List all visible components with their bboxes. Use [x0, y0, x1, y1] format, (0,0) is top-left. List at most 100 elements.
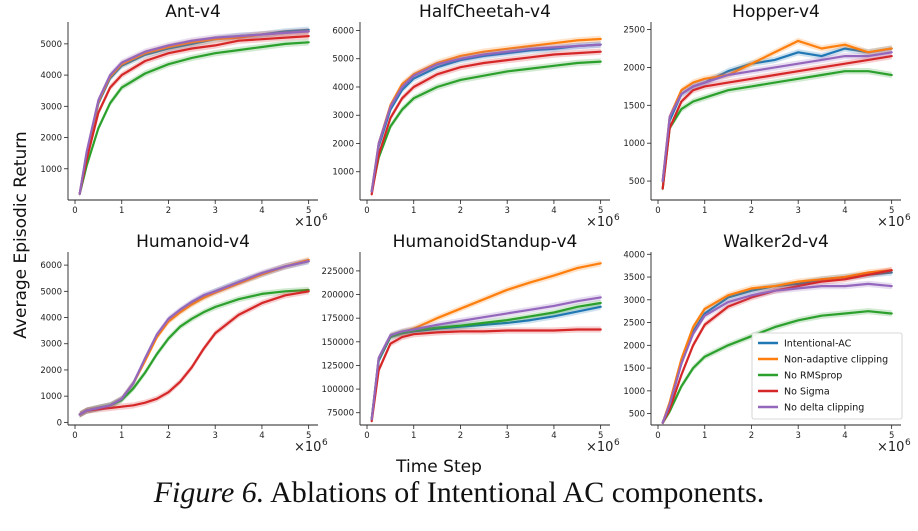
x-multiplier: ×10	[586, 440, 613, 455]
series-band-no-rmsprop	[371, 58, 601, 195]
x-tick-label: 5	[598, 431, 603, 441]
y-tick-label: 1000	[332, 168, 354, 178]
y-tick-label: 3000	[40, 102, 62, 112]
panel-1: Ant-v4 1000 2000 3000 4000 5000 0 1 2 3 4 5×10 6	[40, 2, 328, 230]
series-band-no-sigma	[371, 326, 601, 425]
x-multiplier: ×10	[294, 215, 321, 230]
x-multiplier: ×10	[877, 440, 904, 455]
y-tick-label: 2000	[40, 366, 62, 376]
legend-box	[751, 332, 903, 420]
panel-5: HumanoidStandup-v4 75000 100000 125000 15000…	[322, 232, 620, 455]
y-tick-label: 500	[629, 410, 645, 420]
y-tick-label: 1000	[40, 392, 62, 402]
x-tick-label: 5	[306, 431, 311, 441]
y-tick-label: 3000	[332, 111, 354, 121]
panel-4: Humanoid-v4 0 1000 2000 3000 4000 5000 6000 0 1 2 3…	[40, 232, 328, 455]
y-tick-label: 3500	[623, 273, 645, 283]
x-tick-label: 3	[504, 206, 509, 216]
x-multiplier: ×10	[294, 440, 321, 455]
panel-title: HumanoidStandup-v4	[393, 232, 578, 252]
legend-label: Intentional-AC	[784, 339, 852, 350]
series-band-no-rmsprop	[371, 299, 601, 423]
x-tick-label: 4	[842, 431, 847, 441]
y-tick-label: 4000	[40, 71, 62, 81]
series-line-non-adaptive-clipping	[370, 262, 602, 421]
series-band-no-delta-clipping	[79, 258, 309, 418]
y-tick-label: 1500	[623, 101, 645, 111]
y-tick-label: 6000	[40, 261, 62, 271]
panel-title: Hopper-v4	[732, 2, 820, 22]
x-multiplier-exponent: 6	[614, 213, 620, 223]
series-band-no-sigma	[371, 48, 601, 198]
y-tick-label: 1000	[623, 387, 645, 397]
y-tick-label: 4000	[623, 250, 645, 260]
x-tick-label: 0	[655, 431, 660, 441]
x-tick-label: 3	[795, 206, 800, 216]
x-tick-label: 0	[72, 431, 77, 441]
y-tick-label: 5000	[40, 287, 62, 297]
y-tick-label: 2500	[623, 319, 645, 329]
y-tick-label: 150000	[322, 338, 354, 348]
series-line-non-adaptive-clipping	[78, 258, 310, 416]
y-tick-label: 1500	[623, 364, 645, 374]
series-line-no-rmsprop	[661, 310, 893, 424]
x-tick-label: 4	[842, 206, 847, 216]
x-tick-label: 3	[212, 431, 217, 441]
x-tick-label: 0	[655, 206, 660, 216]
x-tick-label: 5	[889, 431, 894, 441]
x-tick-label: 2	[166, 206, 171, 216]
y-tick-label: 125000	[322, 361, 354, 371]
x-multiplier: ×10	[586, 215, 613, 230]
y-tick-label: 500	[629, 177, 645, 187]
y-tick-label: 4000	[40, 314, 62, 324]
x-tick-label: 2	[166, 431, 171, 441]
y-tick-label: 2000	[623, 63, 645, 73]
x-tick-label: 4	[259, 431, 264, 441]
series-line-no-rmsprop	[370, 60, 602, 193]
x-multiplier: ×10	[877, 215, 904, 230]
x-tick-label: 0	[364, 431, 369, 441]
series-line-no-delta-clipping	[370, 296, 602, 421]
legend-label: No Sigma	[784, 387, 830, 398]
series-line-non-adaptive-clipping	[661, 39, 893, 183]
y-tick-label: 1000	[623, 139, 645, 149]
series-line-no-delta-clipping	[78, 30, 310, 195]
panel-2: HalfCheetah-v4 1000 2000 3000 4000 5000 6000 0 1…	[332, 2, 620, 230]
x-tick-label: 3	[795, 431, 800, 441]
x-multiplier-exponent: 6	[322, 213, 328, 223]
panel-title: Walker2d-v4	[723, 232, 829, 252]
series-band-non-adaptive-clipping	[371, 260, 601, 423]
x-tick-label: 2	[458, 431, 463, 441]
series-band-non-adaptive-clipping	[662, 37, 892, 185]
series-band-intentional-ac	[79, 26, 309, 197]
caption-text: Ablations of Intentional AC components.	[270, 476, 765, 509]
y-tick-label: 200000	[322, 291, 354, 301]
series-line-no-sigma	[370, 50, 602, 196]
series-band-intentional-ac	[79, 258, 309, 418]
y-tick-label: 3000	[40, 340, 62, 350]
series-line-intentional-ac	[78, 260, 310, 416]
x-tick-label: 1	[411, 206, 416, 216]
series-line-no-sigma	[78, 290, 310, 416]
caption-label: Figure 6.	[153, 476, 265, 509]
legend-label: Non-adaptive clipping	[784, 355, 888, 366]
x-tick-label: 1	[702, 206, 707, 216]
series-line-no-delta-clipping	[661, 282, 893, 424]
y-tick-label: 4000	[332, 83, 354, 93]
y-tick-label: 1000	[40, 165, 62, 175]
series-line-non-adaptive-clipping	[661, 269, 893, 424]
x-tick-label: 1	[411, 431, 416, 441]
series-band-no-rmsprop	[79, 286, 309, 418]
x-tick-label: 0	[72, 206, 77, 216]
series-band-no-sigma	[79, 288, 309, 418]
panel-6: Walker2d-v450010001500200025003000350040…	[623, 232, 911, 455]
series-band-non-adaptive-clipping	[79, 28, 309, 198]
x-axis-title: Time Step	[395, 457, 482, 475]
x-tick-label: 2	[749, 431, 754, 441]
x-tick-label: 2	[458, 206, 463, 216]
y-tick-label: 6000	[332, 26, 354, 36]
series-line-no-sigma	[78, 34, 310, 195]
x-multiplier-exponent: 6	[322, 438, 328, 448]
series-line-no-rmsprop	[661, 70, 893, 190]
